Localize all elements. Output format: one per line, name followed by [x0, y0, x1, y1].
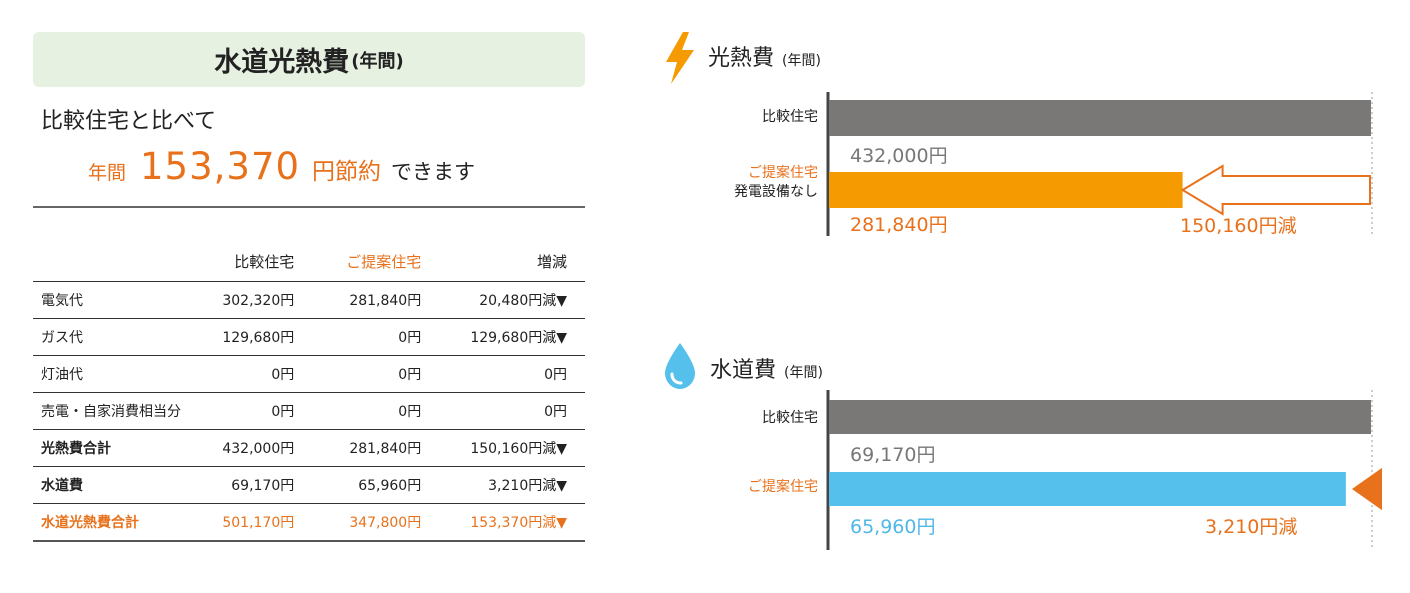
- row-compare: 129,680円: [184, 318, 313, 356]
- water-drop-icon: [665, 343, 695, 389]
- bar-compare: [829, 400, 1371, 434]
- row-diff: 0円: [439, 355, 585, 393]
- chart-water-value-proposal: 65,960円: [850, 516, 936, 538]
- row-compare: 69,170円: [184, 466, 313, 504]
- chart-electricity-value-proposal: 281,840円: [850, 214, 948, 236]
- chart-electricity-subtitle: (年間): [782, 53, 821, 69]
- row-compare: 501,170円: [184, 503, 313, 542]
- row-diff: 150,160円減▼: [439, 429, 585, 467]
- table-header-compare: 比較住宅: [184, 241, 313, 282]
- row-compare: 432,000円: [184, 429, 313, 467]
- chart-water-svg: [826, 390, 1382, 550]
- category-line: 比較住宅: [762, 410, 818, 426]
- row-compare: 302,320円: [184, 281, 313, 319]
- row-label: 売電・自家消費相当分: [33, 392, 185, 430]
- table-row: 灯油代 0円 0円 0円: [33, 355, 585, 393]
- chart-water-category-compare: 比較住宅: [700, 409, 818, 428]
- row-label: 電気代: [33, 281, 185, 319]
- lightning-icon: [666, 32, 694, 84]
- chart-electricity-category-proposal: ご提案住宅 発電設備なし: [700, 164, 818, 202]
- row-diff: 20,480円減▼: [439, 281, 585, 319]
- table-row: 売電・自家消費相当分 0円 0円 0円: [33, 392, 585, 430]
- summary-divider: [33, 206, 585, 208]
- compare-text: 比較住宅と比べて: [41, 109, 217, 134]
- row-proposal: 0円: [312, 355, 440, 393]
- chart-electricity-category-compare: 比較住宅: [700, 108, 818, 127]
- chart-electricity-header: 光熱費 (年間): [708, 40, 821, 72]
- diff-arrow: [1180, 164, 1371, 216]
- row-compare: 0円: [184, 355, 313, 393]
- bar-proposal: [829, 172, 1183, 208]
- table-header-blank: [33, 241, 185, 282]
- row-proposal: 0円: [312, 392, 440, 430]
- chart-water-title: 水道費: [710, 358, 777, 383]
- summary-title-box: 水道光熱費 (年間): [33, 32, 585, 87]
- table-row: 電気代 302,320円 281,840円 20,480円減▼: [33, 281, 585, 319]
- saving-line: 年間 153,370 円節約 できます: [88, 145, 585, 188]
- bar-compare: [829, 100, 1371, 136]
- chart-electricity-title: 光熱費: [708, 46, 775, 71]
- table-row-total: 水道光熱費合計 501,170円 347,800円 153,370円減▼: [33, 503, 585, 542]
- table-row: 光熱費合計 432,000円 281,840円 150,160円減▼: [33, 429, 585, 467]
- chart-water-header: 水道費 (年間): [710, 352, 823, 384]
- row-proposal: 347,800円: [312, 503, 440, 542]
- row-label: 灯油代: [33, 355, 185, 393]
- category-line: ご提案住宅: [748, 165, 818, 181]
- row-label: 水道費: [33, 466, 185, 504]
- summary-panel: 水道光熱費 (年間) 比較住宅と比べて 年間 153,370 円節約 できます …: [33, 32, 585, 542]
- chart-water-subtitle: (年間): [784, 365, 823, 381]
- row-diff: 153,370円減▼: [439, 503, 585, 542]
- bar-proposal: [829, 472, 1346, 506]
- row-label: ガス代: [33, 318, 185, 356]
- category-line: ご提案住宅: [748, 479, 818, 495]
- row-diff: 129,680円減▼: [439, 318, 585, 356]
- summary-title: 水道光熱費: [214, 47, 350, 78]
- table-row: 水道費 69,170円 65,960円 3,210円減▼: [33, 466, 585, 504]
- table-header-diff: 増減: [439, 241, 585, 282]
- category-line: 発電設備なし: [734, 184, 818, 200]
- diff-arrow: [1352, 467, 1382, 511]
- chart-water-value-compare: 69,170円: [850, 444, 936, 466]
- summary-title-suffix: (年間): [351, 50, 404, 72]
- table-header-row: 比較住宅 ご提案住宅 増減: [33, 241, 585, 282]
- cost-table: 比較住宅 ご提案住宅 増減 電気代 302,320円 281,840円 20,4…: [33, 241, 585, 542]
- chart-electricity-svg: [826, 92, 1373, 236]
- chart-electricity-diff: 150,160円減: [1180, 215, 1297, 237]
- row-label: 光熱費合計: [33, 429, 185, 467]
- row-compare: 0円: [184, 392, 313, 430]
- row-proposal: 281,840円: [312, 281, 440, 319]
- table-row: ガス代 129,680円 0円 129,680円減▼: [33, 318, 585, 356]
- category-line: 比較住宅: [762, 109, 818, 125]
- row-proposal: 281,840円: [312, 429, 440, 467]
- saving-amount: 153,370: [140, 145, 301, 188]
- row-proposal: 65,960円: [312, 466, 440, 504]
- row-label: 水道光熱費合計: [33, 503, 185, 542]
- row-diff: 3,210円減▼: [439, 466, 585, 504]
- table-header-proposal: ご提案住宅: [312, 241, 440, 282]
- row-diff: 0円: [439, 392, 585, 430]
- saving-prefix: 年間: [88, 162, 127, 184]
- saving-suffix: できます: [391, 160, 476, 184]
- chart-water-category-proposal: ご提案住宅: [700, 478, 818, 497]
- row-proposal: 0円: [312, 318, 440, 356]
- saving-unit: 円節約: [312, 159, 382, 185]
- chart-electricity-value-compare: 432,000円: [850, 145, 948, 167]
- chart-water-diff: 3,210円減: [1205, 516, 1298, 538]
